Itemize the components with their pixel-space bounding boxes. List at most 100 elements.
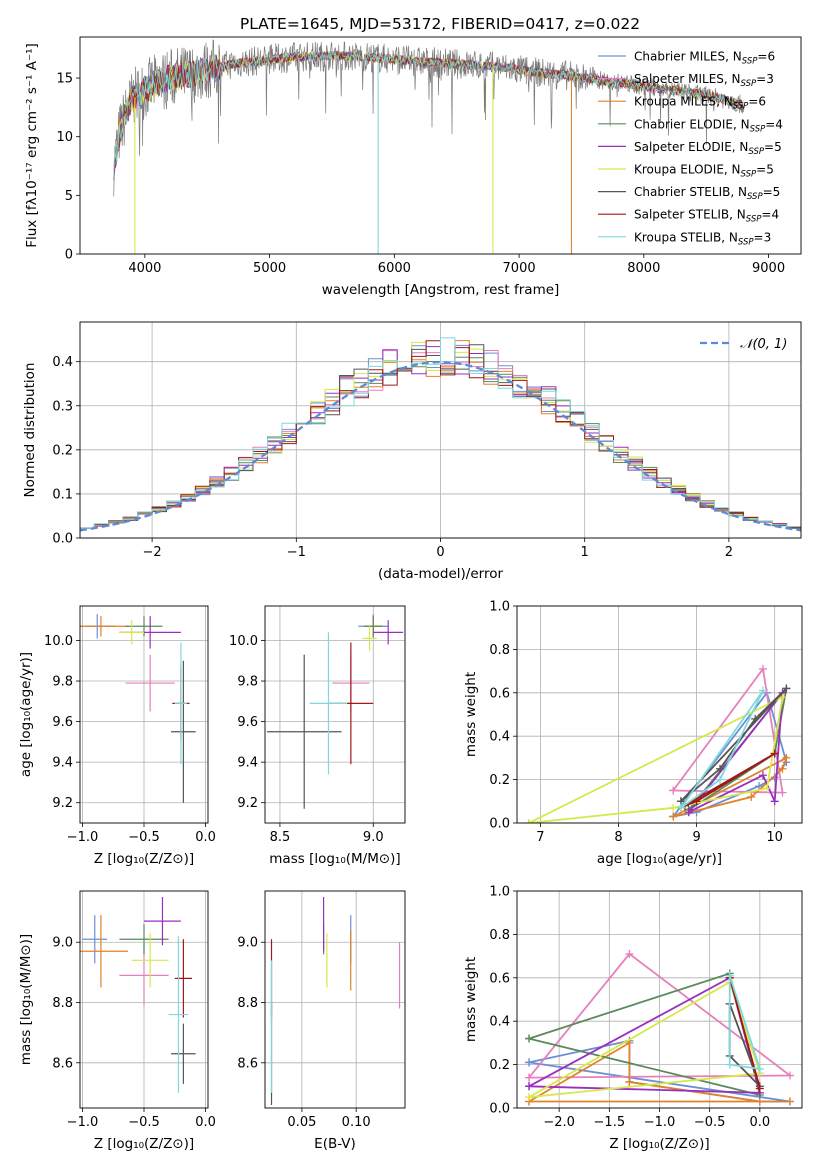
tick-label-y: 10.0 — [229, 634, 258, 649]
axes-frame — [264, 605, 406, 824]
mass-weight-lines — [525, 949, 794, 1106]
mass-weight-marker — [758, 686, 767, 695]
model-spectrum-line — [113, 51, 744, 181]
legend-entry-label: 𝒩(0, 1) — [740, 337, 787, 352]
tick-label-x: 6000 — [378, 261, 411, 276]
x-axis-label: wavelength [Angstrom, rest frame] — [322, 282, 560, 298]
tick-label-y: 9.6 — [52, 715, 73, 730]
legend-nssp-subscript: SSP — [742, 57, 758, 67]
mass-weight-lines — [524, 664, 791, 823]
histogram-steps — [80, 337, 801, 532]
tick-label-x: 0.10 — [342, 1115, 371, 1130]
mass-weight-marker — [716, 764, 725, 773]
legend-model-name: Chabrier ELODIE — [634, 117, 733, 131]
tick-label-y: 1.0 — [489, 885, 510, 900]
tick-label-y: 8.6 — [52, 1056, 73, 1071]
tick-label-y: 9.0 — [52, 936, 73, 951]
legend-entry-label: Salpeter MILES, NSSP=3 — [634, 72, 774, 89]
tick-label-x: 5000 — [253, 261, 286, 276]
tick-label-x: 9000 — [752, 261, 785, 276]
axes-ebv: 0.05 0.10 8.6 8.8 9.0 E(B-V) — [237, 891, 405, 1152]
mass-weight-marker — [785, 1097, 794, 1106]
tick-label-y: 9.0 — [237, 936, 258, 951]
legend-nssp-equals: = — [748, 95, 758, 109]
mass-weight-marker — [625, 1077, 634, 1086]
x-axis-label: Z [log₁₀(Z/Z⊙)] — [94, 1136, 194, 1152]
tick-label-y: 0.8 — [489, 643, 510, 658]
legend-nssp-equals: = — [763, 185, 773, 199]
legend-model-name: Chabrier STELIB — [634, 185, 730, 199]
legend-nssp-value: 4 — [775, 117, 783, 131]
histogram-legend: 𝒩(0, 1) — [700, 337, 787, 352]
mass-weight-marker — [725, 971, 734, 980]
tick-label-x: 4000 — [128, 261, 161, 276]
histogram-series — [80, 337, 801, 529]
tick-label-y: 0.4 — [489, 730, 510, 745]
spectrum-legend: Chabrier MILES, NSSP=6 Salpeter MILES, NS… — [598, 50, 783, 247]
legend-nssp-value: 6 — [767, 50, 775, 64]
axes-age-vs-mass: 8.5 9.0 9.2 9.4 9.6 9.8 10.0 mass [log₁₀(M/M⊙)] — [229, 606, 405, 867]
x-axis-label: Z [log₁₀(Z/Z⊙)] — [609, 1136, 709, 1152]
legend-nssp-prefix: , N — [730, 185, 747, 199]
mass-weight-marker — [525, 1034, 534, 1043]
axes-frame — [79, 36, 802, 255]
tick-label-x: 0.05 — [287, 1115, 316, 1130]
legend-entry-label: Chabrier MILES, NSSP=6 — [634, 50, 775, 67]
tick-label-y: 0.0 — [489, 817, 510, 832]
legend-entry-label: Kroupa ELODIE, NSSP=5 — [634, 163, 774, 180]
tick-label-y: 0.3 — [52, 399, 73, 414]
legend-model-name: Kroupa ELODIE — [634, 163, 724, 177]
tick-label-x: −2 — [143, 545, 162, 560]
legend-nssp-subscript: SSP — [741, 79, 757, 89]
tick-label-y: 9.6 — [237, 715, 258, 730]
tick-label-y: 9.2 — [237, 796, 258, 811]
mass-weight-marker — [669, 803, 678, 812]
mass-weight-series — [680, 690, 764, 809]
mass-weight-marker — [758, 664, 767, 673]
legend-nssp-value: 5 — [766, 163, 774, 177]
tick-label-x: −0.5 — [128, 1115, 160, 1130]
tick-label-y: 0.4 — [489, 1015, 510, 1030]
axes-spectrum: 4000 5000 6000 7000 8000 9000 0 5 10 15 wavelength… — [24, 43, 785, 298]
tick-label-x: 7000 — [503, 261, 536, 276]
tick-label-x: 0 — [436, 545, 444, 560]
legend-nssp-value: 5 — [774, 140, 782, 154]
legend-nssp-value: 5 — [773, 185, 781, 199]
x-axis-label: mass [log₁₀(M/M⊙)] — [269, 851, 400, 867]
mass-weight-marker — [785, 1071, 794, 1080]
mass-weight-marker — [751, 714, 760, 723]
mass-weight-marker — [778, 788, 787, 797]
mass-weight-marker — [770, 797, 779, 806]
legend-nssp-prefix: , N — [732, 140, 749, 154]
tick-label-y: 0.0 — [489, 1102, 510, 1117]
legend-entry-label: Kroupa MILES, NSSP=6 — [634, 95, 766, 112]
tick-label-y: 8.8 — [52, 996, 73, 1011]
tick-label-x: −1.0 — [67, 830, 99, 845]
axes-frame — [79, 321, 802, 539]
y-axis-label: age [log₁₀(age/yr)] — [18, 652, 34, 777]
tick-label-y: 0.1 — [52, 487, 73, 502]
tick-label-x: 9 — [692, 830, 700, 845]
tick-label-x: −1.0 — [644, 1115, 676, 1130]
tick-label-y: 0.4 — [52, 355, 73, 370]
y-axis-label: Flux [fλ10⁻¹⁷ erg cm⁻² s⁻¹ A⁻¹] — [24, 43, 40, 248]
y-axis-label: Normed distribution — [22, 363, 38, 498]
mass-weight-marker — [716, 775, 725, 784]
legend-nssp-subscript: SSP — [750, 124, 766, 134]
mass-weight-marker — [755, 1064, 764, 1073]
x-axis-label: age [log₁₀(age/yr)] — [597, 851, 722, 867]
legend-nssp-equals: = — [764, 140, 774, 154]
mass-weight-series — [728, 975, 762, 1070]
mass-weight-series — [528, 952, 793, 1079]
legend-nssp-equals: = — [761, 208, 771, 222]
legend-entry-label: Chabrier STELIB, NSSP=5 — [634, 185, 780, 202]
mass-weight-marker — [525, 1073, 534, 1082]
mass-weight-marker — [692, 797, 701, 806]
tick-label-y: 0 — [65, 248, 73, 263]
tick-label-x: −0.5 — [694, 1115, 726, 1130]
axes-frame — [516, 605, 803, 824]
errorbar-points — [266, 614, 404, 809]
x-axis-label: (data-model)/error — [378, 566, 504, 582]
mass-weight-marker — [755, 1084, 764, 1093]
